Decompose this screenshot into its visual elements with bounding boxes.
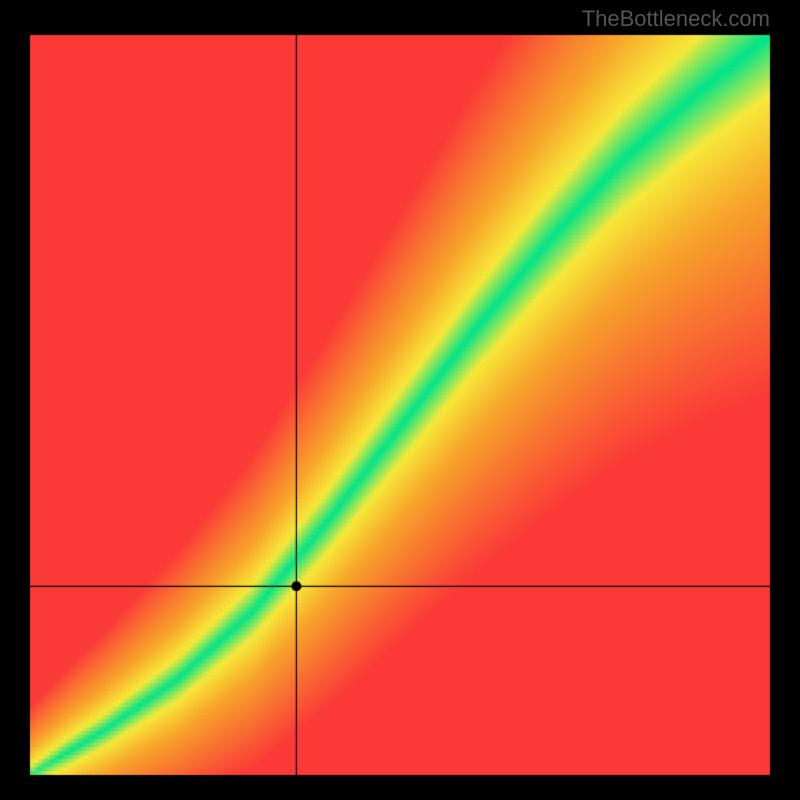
chart-container: TheBottleneck.com [0,0,800,800]
watermark-text: TheBottleneck.com [582,6,770,32]
heatmap-canvas [0,0,800,800]
